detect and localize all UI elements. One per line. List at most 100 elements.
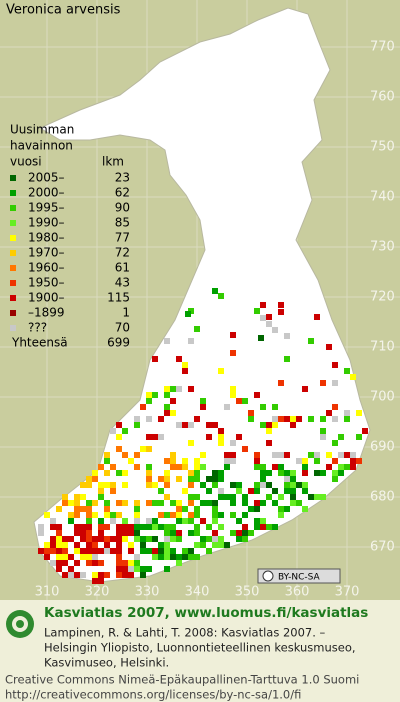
distribution-square xyxy=(128,530,134,536)
distribution-square xyxy=(236,530,242,536)
distribution-square xyxy=(176,560,182,566)
distribution-square xyxy=(146,548,152,554)
distribution-square xyxy=(68,500,74,506)
distribution-square xyxy=(242,524,248,530)
distribution-square xyxy=(308,338,314,344)
distribution-square xyxy=(170,452,176,458)
distribution-square xyxy=(122,530,128,536)
distribution-square xyxy=(38,524,44,530)
distribution-square xyxy=(128,548,134,554)
distribution-square xyxy=(200,536,206,542)
distribution-square xyxy=(158,416,164,422)
distribution-square xyxy=(272,464,278,470)
distribution-square xyxy=(176,500,182,506)
distribution-square xyxy=(272,452,278,458)
distribution-square xyxy=(116,536,122,542)
legend-swatch xyxy=(10,325,16,331)
distribution-square xyxy=(92,554,98,560)
distribution-square xyxy=(260,518,266,524)
distribution-square xyxy=(134,566,140,572)
distribution-square xyxy=(248,488,254,494)
distribution-square xyxy=(200,500,206,506)
distribution-square xyxy=(248,506,254,512)
distribution-square xyxy=(170,386,176,392)
distribution-square xyxy=(116,560,122,566)
distribution-square xyxy=(80,572,86,578)
distribution-square xyxy=(86,536,92,542)
distribution-square xyxy=(164,536,170,542)
legend-count: 72 xyxy=(115,246,130,260)
distribution-square xyxy=(206,536,212,542)
distribution-square xyxy=(302,488,308,494)
distribution-square xyxy=(254,464,260,470)
license-line: Creative Commons Nimeä-Epäkaupallinen-Ta… xyxy=(5,673,359,687)
distribution-square xyxy=(146,434,152,440)
distribution-square xyxy=(302,470,308,476)
distribution-square xyxy=(146,416,152,422)
distribution-square xyxy=(86,560,92,566)
distribution-square xyxy=(284,416,290,422)
distribution-square xyxy=(38,548,44,554)
distribution-square xyxy=(236,398,242,404)
distribution-square xyxy=(266,428,272,434)
distribution-square xyxy=(62,548,68,554)
distribution-square xyxy=(356,458,362,464)
distribution-square xyxy=(218,542,224,548)
distribution-square xyxy=(134,464,140,470)
distribution-square xyxy=(212,518,218,524)
x-tick-label: 360 xyxy=(285,585,310,600)
distribution-square xyxy=(80,482,86,488)
distribution-square xyxy=(290,416,296,422)
y-tick-label: 700 xyxy=(370,390,395,405)
distribution-square xyxy=(110,512,116,518)
y-tick-label: 710 xyxy=(370,340,395,355)
distribution-square xyxy=(206,476,212,482)
distribution-square xyxy=(266,482,272,488)
distribution-square xyxy=(230,512,236,518)
distribution-square xyxy=(62,554,68,560)
distribution-square xyxy=(110,536,116,542)
distribution-square xyxy=(86,512,92,518)
x-tick-label: 330 xyxy=(135,585,160,600)
distribution-square xyxy=(230,482,236,488)
distribution-square xyxy=(152,434,158,440)
distribution-square xyxy=(320,494,326,500)
distribution-square xyxy=(176,506,182,512)
distribution-square xyxy=(266,494,272,500)
distribution-square xyxy=(86,530,92,536)
distribution-square xyxy=(122,524,128,530)
distribution-square xyxy=(104,572,110,578)
distribution-square xyxy=(50,524,56,530)
distribution-square xyxy=(146,482,152,488)
distribution-square xyxy=(122,560,128,566)
distribution-square xyxy=(98,536,104,542)
distribution-square xyxy=(350,374,356,380)
distribution-square xyxy=(242,494,248,500)
distribution-square xyxy=(188,482,194,488)
distribution-square xyxy=(62,494,68,500)
legend-count: 77 xyxy=(115,231,130,245)
distribution-square xyxy=(152,554,158,560)
distribution-square xyxy=(68,536,74,542)
distribution-square xyxy=(290,422,296,428)
legend-label: 2005– xyxy=(28,171,65,185)
distribution-square xyxy=(260,524,266,530)
distribution-square xyxy=(182,488,188,494)
distribution-square xyxy=(212,288,218,294)
distribution-square xyxy=(56,530,62,536)
legend-count: 115 xyxy=(107,291,130,305)
distribution-square xyxy=(164,512,170,518)
distribution-square xyxy=(260,476,266,482)
distribution-square xyxy=(296,416,302,422)
x-tick-label: 370 xyxy=(335,585,360,600)
y-tick-label: 770 xyxy=(370,40,395,55)
y-tick-label: 730 xyxy=(370,240,395,255)
distribution-square xyxy=(182,458,188,464)
distribution-square xyxy=(242,446,248,452)
distribution-square xyxy=(176,512,182,518)
distribution-square xyxy=(212,500,218,506)
distribution-square xyxy=(206,434,212,440)
distribution-square xyxy=(104,470,110,476)
distribution-square xyxy=(128,560,134,566)
distribution-square xyxy=(230,494,236,500)
